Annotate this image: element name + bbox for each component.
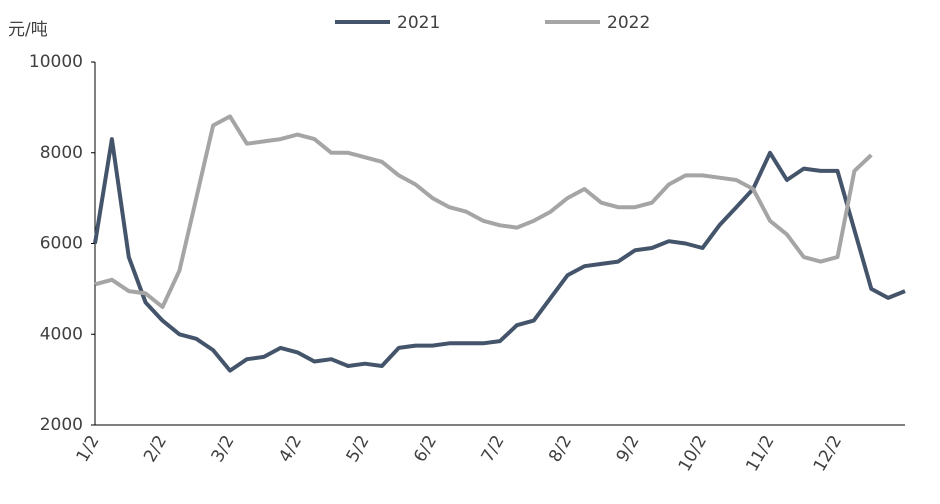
x-tick-label: 10/2 — [675, 432, 711, 475]
x-tick-label: 5/2 — [343, 432, 374, 466]
x-tick-label: 3/2 — [208, 432, 239, 466]
x-tick-label: 9/2 — [613, 432, 644, 466]
series-line — [93, 137, 906, 373]
y-tick-label: 6000 — [40, 234, 83, 254]
x-tick-label: 1/2 — [73, 432, 104, 466]
x-tick-label: 7/2 — [478, 432, 509, 466]
legend-label: 2021 — [397, 13, 440, 33]
x-tick-label: 8/2 — [545, 432, 576, 466]
y-tick-label: 10000 — [29, 52, 83, 72]
x-tick-label: 2/2 — [140, 432, 171, 466]
series-line — [94, 114, 873, 309]
y-tick-label: 2000 — [40, 415, 83, 435]
x-tick-label: 12/2 — [810, 432, 846, 475]
y-tick-label: 8000 — [40, 143, 83, 163]
x-tick-label: 6/2 — [410, 432, 441, 466]
x-tick-label: 11/2 — [742, 432, 778, 475]
legend-label: 2022 — [607, 13, 650, 33]
y-tick-label: 4000 — [40, 324, 83, 344]
x-tick-label: 4/2 — [275, 432, 306, 466]
y-axis-label: 元/吨 — [8, 20, 48, 40]
